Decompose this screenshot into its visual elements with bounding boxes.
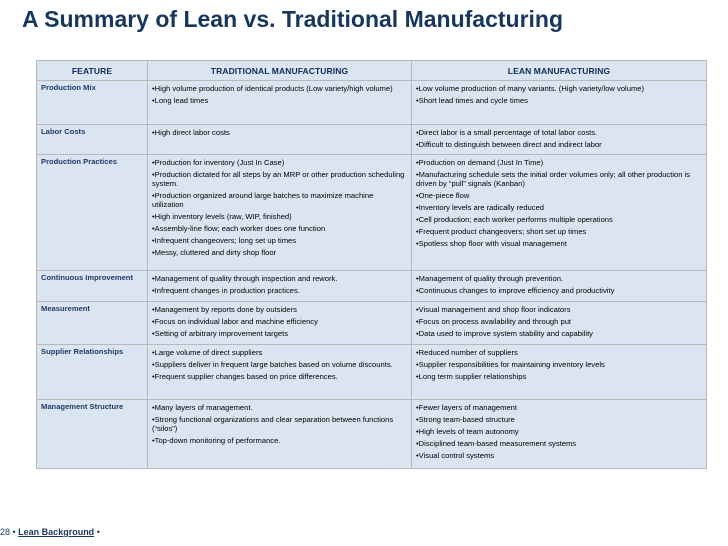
bullet-item: •Fewer layers of management (416, 403, 517, 412)
bullet-item: •Inventory levels are radically reduced (416, 203, 545, 212)
bullet-item: •Direct labor is a small percentage of t… (416, 128, 598, 137)
bullet-item: •High inventory levels (raw, WIP, finish… (152, 212, 292, 221)
bullet-item: •Low volume production of many variants.… (416, 84, 645, 93)
bullet-item: •Management of quality through preventio… (416, 274, 564, 283)
bullet-item: •Short lead times and cycle times (416, 96, 528, 105)
bullet-item: •High direct labor costs (152, 128, 230, 137)
lean-cell: •Management of quality through preventio… (411, 270, 707, 302)
bullet-item: •Manufacturing schedule sets the initial… (416, 170, 691, 188)
bullet-item: •High levels of team autonomy (416, 427, 519, 436)
bullet-item: •Large volume of direct suppliers (152, 348, 263, 357)
footer: 28 • Lean Background • (0, 527, 100, 537)
section-link[interactable]: Lean Background (18, 527, 95, 537)
bullet-item: •High volume production of identical pro… (152, 84, 393, 93)
bullet-item: •Disciplined team-based measurement syst… (416, 439, 577, 448)
feature-cell: Labor Costs (36, 124, 148, 155)
feature-cell: Management Structure (36, 399, 148, 469)
bullet-item: •Many layers of management. (152, 403, 253, 412)
bullet-item: •Production dictated for all steps by an… (152, 170, 405, 188)
header-row: FEATURE TRADITIONAL MANUFACTURING LEAN M… (36, 60, 707, 81)
table-row: Management Structure •Many layers of man… (36, 399, 707, 469)
bullet-item: •Production on demand (Just In Time) (416, 158, 544, 167)
bullet-item: •Frequent product changeovers; short set… (416, 227, 587, 236)
bullet-item: •One-piece flow (416, 191, 470, 200)
traditional-cell: •Management of quality through inspectio… (147, 270, 412, 302)
table-row: Continuous Improvement •Management of qu… (36, 270, 707, 302)
bullet-item: •Visual management and shop floor indica… (416, 305, 571, 314)
bullet-item: •Suppliers deliver in frequent large bat… (152, 360, 393, 369)
bullet-item: •Messy, cluttered and dirty shop floor (152, 248, 277, 257)
bullet-item: •Strong team-based structure (416, 415, 515, 424)
traditional-cell: •High volume production of identical pro… (147, 80, 412, 125)
table-row: Production Practices •Production for inv… (36, 154, 707, 271)
lean-cell: •Fewer layers of management •Strong team… (411, 399, 707, 469)
lean-cell: •Direct labor is a small percentage of t… (411, 124, 707, 155)
comparison-table: FEATURE TRADITIONAL MANUFACTURING LEAN M… (36, 60, 707, 469)
bullet-item: •Long lead times (152, 96, 209, 105)
bullet-item: •Infrequent changes in production practi… (152, 286, 300, 295)
bullet-item: •Long term supplier relationships (416, 372, 527, 381)
bullet-item: •Management by reports done by outsiders (152, 305, 297, 314)
page-number: 28 (0, 527, 11, 537)
table-row: Measurement •Management by reports done … (36, 301, 707, 345)
bullet-item: •Focus on process availability and throu… (416, 317, 572, 326)
traditional-cell: •Production for inventory (Just In Case)… (147, 154, 412, 271)
bullet-item: •Reduced number of suppliers (416, 348, 518, 357)
traditional-cell: •Many layers of management. •Strong func… (147, 399, 412, 469)
footer-separator: • (10, 527, 19, 537)
footer-separator: • (94, 527, 100, 537)
bullet-item: •Focus on individual labor and machine e… (152, 317, 318, 326)
feature-cell: Continuous Improvement (36, 270, 148, 302)
lean-cell: •Reduced number of suppliers •Supplier r… (411, 344, 707, 400)
table-row: Production Mix •High volume production o… (36, 80, 707, 125)
bullet-item: •Visual control systems (416, 451, 495, 460)
bullet-item: •Production organized around large batch… (152, 191, 374, 209)
page-title: A Summary of Lean vs. Traditional Manufa… (22, 6, 564, 32)
feature-cell: Supplier Relationships (36, 344, 148, 400)
table-row: Supplier Relationships •Large volume of … (36, 344, 707, 400)
bullet-item: •Supplier responsibilities for maintaini… (416, 360, 605, 369)
bullet-item: •Setting of arbitrary improvement target… (152, 329, 289, 338)
traditional-cell: •Large volume of direct suppliers •Suppl… (147, 344, 412, 400)
table-row: Labor Costs •High direct labor costs •Di… (36, 124, 707, 155)
bullet-item: •Assembly-line flow; each worker does on… (152, 224, 326, 233)
bullet-item: •Strong functional organizations and cle… (152, 415, 394, 433)
header-feature: FEATURE (36, 60, 148, 81)
header-lean: LEAN MANUFACTURING (411, 60, 707, 81)
bullet-item: •Top-down monitoring of performance. (152, 436, 281, 445)
lean-cell: •Production on demand (Just In Time) •Ma… (411, 154, 707, 271)
traditional-cell: •High direct labor costs (147, 124, 412, 155)
traditional-cell: •Management by reports done by outsiders… (147, 301, 412, 345)
bullet-item: •Spotless shop floor with visual managem… (416, 239, 567, 248)
bullet-item: •Continuous changes to improve efficienc… (416, 286, 615, 295)
feature-cell: Measurement (36, 301, 148, 345)
bullet-item: •Difficult to distinguish between direct… (416, 140, 602, 149)
bullet-item: •Production for inventory (Just In Case) (152, 158, 285, 167)
feature-cell: Production Mix (36, 80, 148, 125)
bullet-item: •Cell production; each worker performs m… (416, 215, 613, 224)
header-traditional: TRADITIONAL MANUFACTURING (147, 60, 412, 81)
lean-cell: •Visual management and shop floor indica… (411, 301, 707, 345)
bullet-item: •Frequent supplier changes based on pric… (152, 372, 338, 381)
feature-cell: Production Practices (36, 154, 148, 271)
bullet-item: •Management of quality through inspectio… (152, 274, 338, 283)
bullet-item: •Data used to improve system stability a… (416, 329, 593, 338)
lean-cell: •Low volume production of many variants.… (411, 80, 707, 125)
bullet-item: •Infrequent changeovers; long set up tim… (152, 236, 297, 245)
